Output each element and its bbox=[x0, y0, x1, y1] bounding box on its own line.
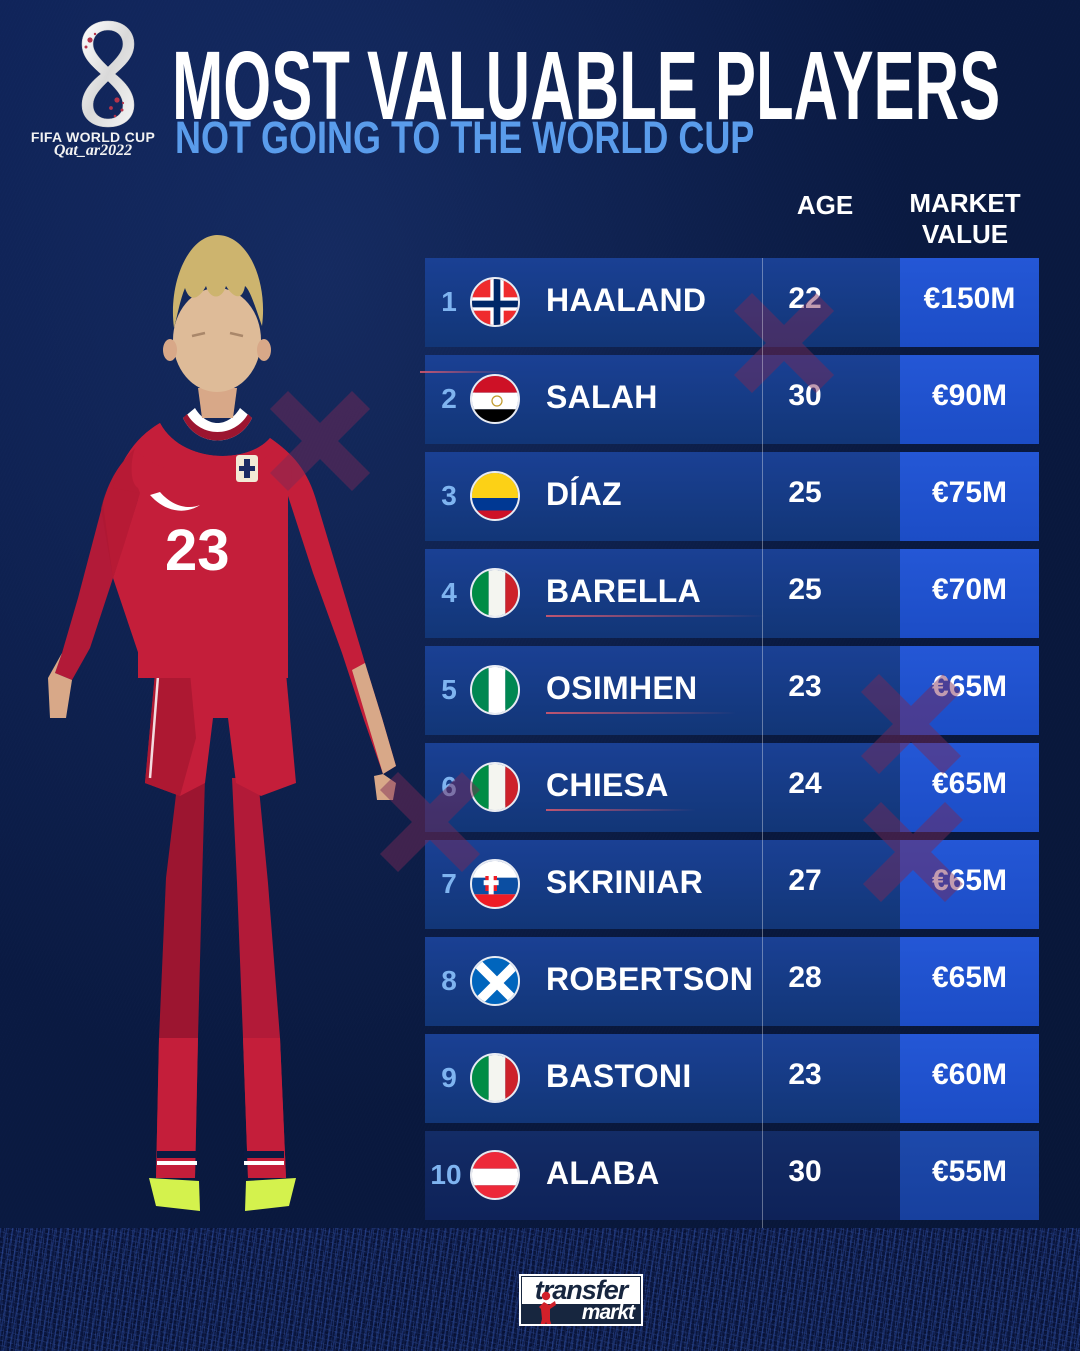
svg-text:23: 23 bbox=[165, 518, 230, 583]
